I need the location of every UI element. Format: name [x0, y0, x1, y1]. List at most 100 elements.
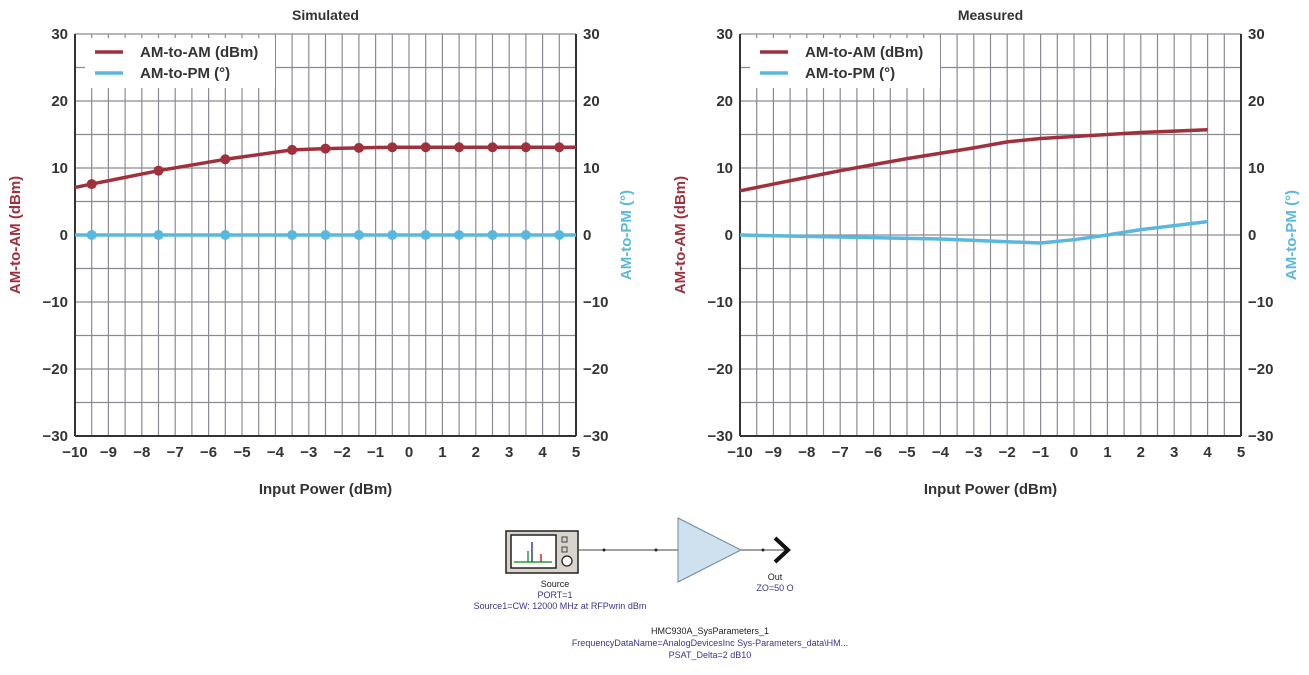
data-point: [487, 230, 498, 240]
y2-tick-label: −30: [583, 428, 608, 445]
x-tick-label: −5: [898, 444, 915, 461]
x-tick-label: −5: [233, 444, 250, 461]
x-tick-label: −3: [965, 444, 982, 461]
data-point: [353, 142, 364, 153]
x-tick-label: −1: [367, 444, 384, 461]
series-line-0: [739, 128, 1208, 193]
chart-title: Simulated: [292, 7, 359, 23]
y2-axis-title: AM-to-PM (°): [618, 190, 635, 280]
x-tick-label: −6: [865, 444, 882, 461]
out-label: Out: [767, 572, 783, 582]
legend: AM-to-AM (dBm) AM-to-PM (°): [85, 38, 275, 88]
y2-tick-label: 0: [583, 227, 591, 244]
amp-psat: PSAT_Delta=2 dB10: [668, 650, 752, 660]
data-point: [520, 142, 531, 153]
amplifier-icon: [677, 517, 743, 583]
legend-label: AM-to-AM (dBm): [140, 44, 258, 61]
y2-tick-label: −20: [583, 361, 608, 378]
y-tick-label: 20: [716, 93, 733, 110]
legend-label: AM-to-PM (°): [805, 65, 895, 82]
y2-tick-label: 30: [583, 26, 600, 43]
x-tick-label: −7: [167, 444, 184, 461]
data-point: [487, 142, 498, 153]
y-axis-title: AM-to-AM (dBm): [7, 176, 24, 294]
x-axis-title: Input Power (dBm): [259, 481, 392, 498]
data-point: [420, 142, 431, 153]
x-tick-label: 4: [1203, 444, 1212, 461]
legend-background: [750, 38, 940, 88]
data-point: [554, 142, 565, 153]
y-tick-label: 30: [716, 26, 733, 43]
y2-tick-label: 10: [1248, 160, 1265, 177]
x-tick-label: −4: [932, 444, 950, 461]
x-tick-label: −9: [765, 444, 782, 461]
y2-tick-label: −10: [1248, 294, 1273, 311]
amp-data: FrequencyDataName=AnalogDevicesInc Sys-P…: [571, 638, 849, 648]
x-tick-label: 2: [1137, 444, 1145, 461]
data-point: [420, 230, 431, 240]
x-tick-label: 3: [505, 444, 513, 461]
x-tick-label: −3: [300, 444, 317, 461]
data-point: [320, 230, 331, 240]
data-point: [153, 165, 164, 176]
data-point: [220, 154, 231, 165]
x-tick-label: −4: [267, 444, 285, 461]
y-tick-label: 0: [725, 227, 733, 244]
y-tick-label: 10: [51, 160, 68, 177]
y-tick-label: 20: [51, 93, 68, 110]
data-point: [454, 142, 465, 153]
y-tick-label: 30: [51, 26, 68, 43]
y-tick-label: −30: [43, 428, 68, 445]
x-tick-label: 2: [472, 444, 480, 461]
data-point: [320, 143, 331, 154]
y-axis-title: AM-to-AM (dBm): [672, 176, 689, 294]
data-point: [387, 142, 398, 153]
y-tick-label: 10: [716, 160, 733, 177]
x-tick-label: 4: [538, 444, 547, 461]
x-tick-label: −7: [832, 444, 849, 461]
x-tick-label: −6: [200, 444, 217, 461]
data-point: [387, 230, 398, 240]
data-point: [153, 230, 164, 240]
source-label: Source: [540, 579, 570, 589]
x-tick-label: −10: [727, 444, 752, 461]
y-tick-label: −20: [43, 361, 68, 378]
y-tick-label: −30: [708, 428, 733, 445]
x-tick-label: −2: [334, 444, 351, 461]
data-point: [86, 230, 97, 240]
amp-name: HMC930A_SysParameters_1: [650, 626, 770, 636]
x-tick-label: −8: [133, 444, 150, 461]
y-tick-label: 0: [60, 227, 68, 244]
y2-tick-label: 0: [1248, 227, 1256, 244]
x-axis-title: Input Power (dBm): [924, 481, 1057, 498]
series-line-0: [74, 145, 576, 190]
schematic-diagram: Source PORT=1 Source1=CW: 12000 MHz at R…: [0, 505, 1309, 675]
data-point: [287, 230, 298, 240]
x-tick-label: −1: [1032, 444, 1049, 461]
x-tick-label: 3: [1170, 444, 1178, 461]
x-tick-label: −10: [62, 444, 87, 461]
data-point: [353, 230, 364, 240]
schematic-drawing: [505, 517, 791, 583]
legend-label: AM-to-AM (dBm): [805, 44, 923, 61]
data-point: [454, 230, 465, 240]
x-tick-label: −9: [100, 444, 117, 461]
data-point: [287, 144, 298, 155]
y2-tick-label: 20: [1248, 93, 1265, 110]
y-tick-label: −10: [708, 294, 733, 311]
x-tick-label: 5: [1237, 444, 1245, 461]
signal-source-icon: [505, 530, 579, 574]
legend: AM-to-AM (dBm) AM-to-PM (°): [750, 38, 940, 88]
legend-label: AM-to-PM (°): [140, 65, 230, 82]
source-port: PORT=1: [537, 590, 573, 600]
chart-title: Measured: [958, 7, 1023, 23]
y2-tick-label: −30: [1248, 428, 1273, 445]
x-tick-label: 1: [438, 444, 446, 461]
x-tick-label: −2: [999, 444, 1016, 461]
y2-tick-label: −10: [583, 294, 608, 311]
y-tick-label: −10: [43, 294, 68, 311]
y2-tick-label: 10: [583, 160, 600, 177]
out-impedance: ZO=50 O: [756, 583, 794, 593]
